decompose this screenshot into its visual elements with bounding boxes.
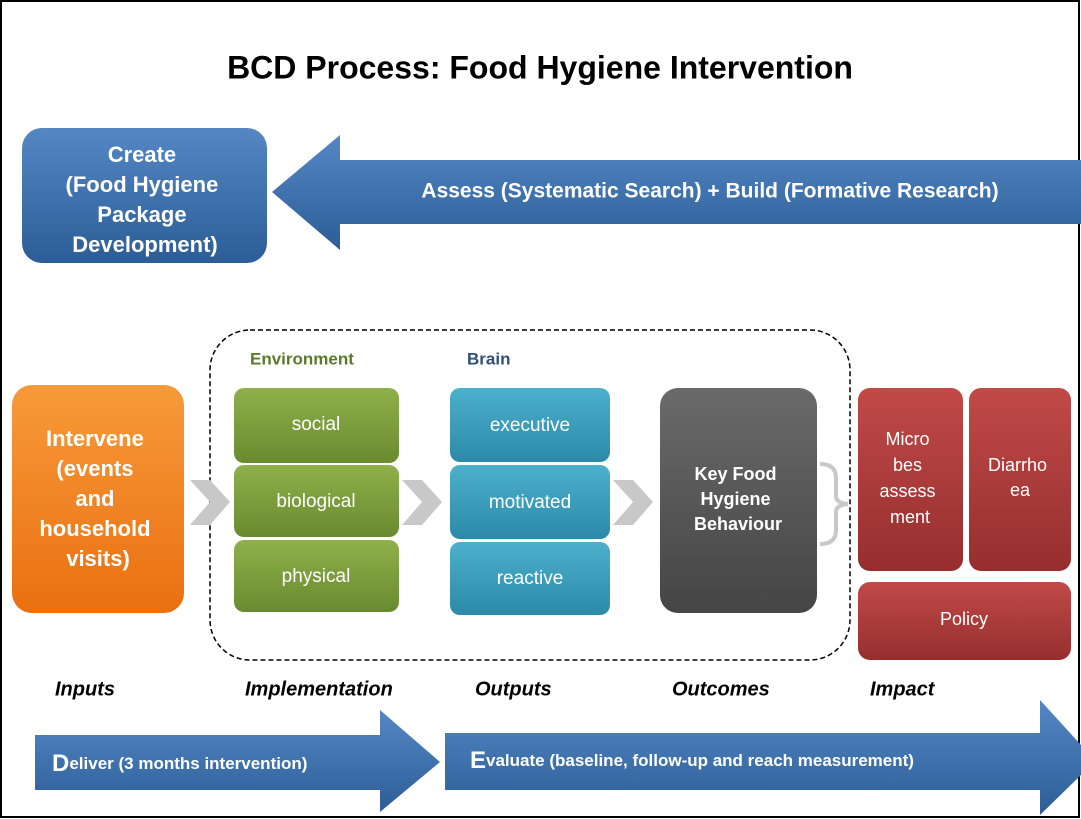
line: and bbox=[75, 486, 114, 511]
stage-label: Outputs bbox=[475, 678, 552, 700]
microbes-text: Micro bes assess ment bbox=[879, 429, 940, 527]
behaviour-text: Key Food Hygiene Behaviour bbox=[694, 464, 782, 534]
environment-item: social bbox=[292, 414, 341, 435]
environment-item: physical bbox=[282, 566, 351, 587]
create-text: Create (Food Hygiene Package Development… bbox=[66, 142, 225, 257]
line: ment bbox=[890, 507, 930, 527]
line: Micro bbox=[885, 429, 929, 449]
line: household bbox=[39, 516, 150, 541]
line: Development) bbox=[72, 232, 217, 257]
line: (events bbox=[56, 456, 133, 481]
chevron bbox=[613, 480, 653, 525]
diarrhoea-text: Diarrho ea bbox=[988, 455, 1052, 500]
assess-arrow bbox=[272, 135, 1081, 250]
brain-label: Brain bbox=[467, 349, 510, 368]
policy-text: Policy bbox=[940, 609, 988, 629]
line: Key Food bbox=[694, 464, 776, 484]
line: Create bbox=[108, 142, 176, 167]
environment-label: Environment bbox=[250, 349, 354, 368]
brain-item: motivated bbox=[489, 492, 571, 513]
rest: valuate (baseline, follow-up and reach m… bbox=[486, 751, 914, 770]
initial: E bbox=[470, 747, 486, 774]
environment-box bbox=[234, 465, 399, 537]
brace bbox=[819, 462, 849, 546]
chevron bbox=[402, 480, 442, 525]
line: ea bbox=[1010, 480, 1031, 500]
stage-labels: Inputs Implementation Outputs Outcomes I… bbox=[55, 678, 936, 700]
create-box bbox=[22, 128, 267, 263]
line: (Food Hygiene bbox=[66, 172, 219, 197]
line: Intervene bbox=[46, 426, 144, 451]
line: Package bbox=[97, 202, 186, 227]
behaviour-box bbox=[660, 388, 817, 613]
evaluate-text: Evaluate (baseline, follow-up and reach … bbox=[470, 747, 914, 774]
brain-box bbox=[450, 542, 610, 615]
line: visits) bbox=[66, 546, 130, 571]
line: Diarrho bbox=[988, 455, 1047, 475]
stage-label: Impact bbox=[870, 678, 936, 700]
line: assess bbox=[879, 481, 935, 501]
brain-item: reactive bbox=[497, 568, 564, 589]
stage-label: Outcomes bbox=[672, 678, 770, 700]
stage-label: Inputs bbox=[55, 678, 115, 700]
intervene-box bbox=[12, 385, 184, 613]
evaluate-arrow bbox=[445, 700, 1081, 815]
brain-box bbox=[450, 465, 610, 539]
policy-box bbox=[858, 582, 1071, 660]
line: Behaviour bbox=[694, 514, 782, 534]
brain-box bbox=[450, 388, 610, 462]
microbes-box bbox=[858, 388, 963, 571]
brain-item: executive bbox=[490, 415, 570, 436]
environment-box bbox=[234, 540, 399, 612]
chevron bbox=[190, 480, 230, 525]
initial: D bbox=[52, 750, 69, 777]
line: bes bbox=[893, 455, 922, 475]
deliver-arrow bbox=[35, 710, 440, 812]
title: BCD Process: Food Hygiene Intervention bbox=[227, 49, 853, 85]
intervene-text: Intervene (events and household visits) bbox=[39, 426, 156, 571]
line: Hygiene bbox=[700, 489, 770, 509]
environment-item: biological bbox=[276, 491, 355, 512]
diarrhoea-box bbox=[969, 388, 1071, 571]
environment-box bbox=[234, 388, 399, 463]
stage-label: Implementation bbox=[245, 678, 393, 700]
rest: eliver (3 months intervention) bbox=[69, 754, 307, 773]
deliver-text: Deliver (3 months intervention) bbox=[52, 750, 307, 777]
assess-text: Assess (Systematic Search) + Build (Form… bbox=[421, 180, 998, 203]
